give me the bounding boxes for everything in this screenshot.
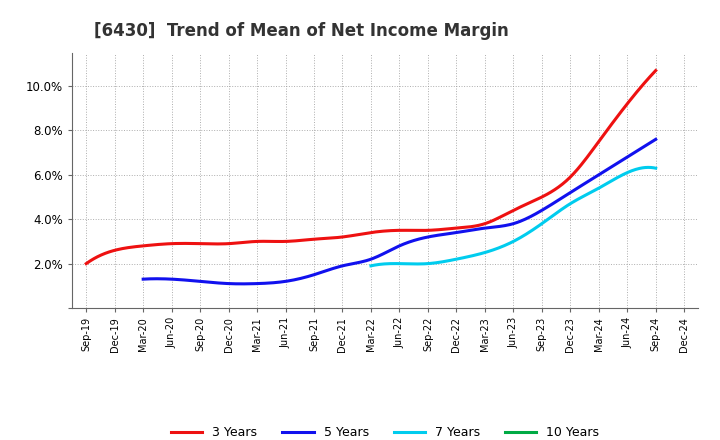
5 Years xyxy=(140,276,149,282)
3 Years xyxy=(652,68,660,73)
5 Years xyxy=(139,276,148,282)
7 Years xyxy=(535,223,544,228)
3 Years xyxy=(82,261,91,266)
5 Years xyxy=(238,281,247,286)
5 Years xyxy=(652,137,660,142)
7 Years xyxy=(541,219,549,224)
5 Years xyxy=(446,231,454,236)
Line: 7 Years: 7 Years xyxy=(371,167,656,266)
3 Years xyxy=(419,228,428,233)
5 Years xyxy=(572,186,581,191)
5 Years xyxy=(454,230,463,235)
7 Years xyxy=(652,165,660,171)
5 Years xyxy=(444,231,453,236)
3 Years xyxy=(562,178,570,183)
3 Years xyxy=(431,227,439,233)
Line: 3 Years: 3 Years xyxy=(86,70,656,264)
Line: 5 Years: 5 Years xyxy=(143,139,656,284)
3 Years xyxy=(598,134,607,139)
7 Years xyxy=(366,263,375,268)
7 Years xyxy=(607,179,616,184)
3 Years xyxy=(84,260,92,265)
5 Years xyxy=(605,165,613,171)
7 Years xyxy=(368,263,377,268)
7 Years xyxy=(536,222,545,227)
7 Years xyxy=(644,165,652,170)
Legend: 3 Years, 5 Years, 7 Years, 10 Years: 3 Years, 5 Years, 7 Years, 10 Years xyxy=(166,422,604,440)
3 Years xyxy=(421,228,430,233)
Text: [6430]  Trend of Mean of Net Income Margin: [6430] Trend of Mean of Net Income Margi… xyxy=(94,22,508,40)
7 Years xyxy=(625,169,634,175)
